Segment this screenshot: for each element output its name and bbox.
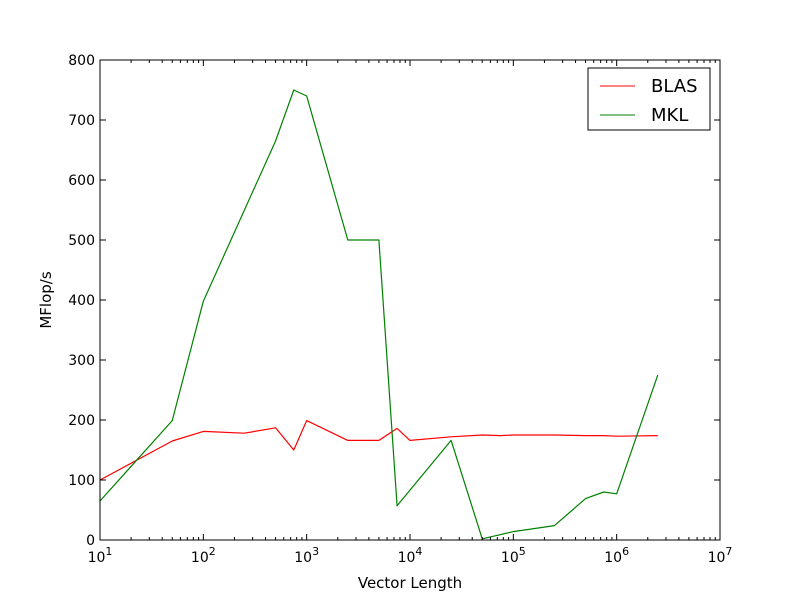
series-layer [99,89,659,540]
x-tick-labels: 101 102 103 104 105 106 107 [88,545,733,566]
legend-label-blas: BLAS [651,76,698,97]
y-tick-label: 500 [68,233,95,249]
y-tick-label: 300 [68,353,95,369]
x-tick-label: 101 [88,545,113,566]
series-line-mkl [99,89,659,540]
x-tick-label: 102 [191,545,216,566]
y-axis-label: MFlop/s [37,271,55,328]
legend-box [587,67,711,131]
x-tick-label: 104 [398,545,423,566]
y-tick-label: 200 [68,413,95,429]
y-tick-label: 800 [68,53,95,69]
x-tick-label: 103 [294,545,319,566]
y-tick-label: 600 [68,173,95,189]
series-line-blas [99,420,658,481]
y-tick-label: 0 [86,533,95,549]
x-tick-label: 107 [708,545,733,566]
x-tick-label: 105 [501,545,526,566]
legend: BLAS MKL [587,67,711,131]
ticks-layer [99,59,721,541]
y-tick-labels: 0 100 200 300 400 500 600 700 800 [68,53,95,549]
x-tick-label: 106 [604,545,629,566]
y-tick-label: 100 [68,473,95,489]
plot-area [100,60,720,540]
y-tick-label: 700 [68,113,95,129]
y-tick-label: 400 [68,293,95,309]
x-axis-label: Vector Length [358,574,462,592]
legend-label-mkl: MKL [651,105,688,126]
